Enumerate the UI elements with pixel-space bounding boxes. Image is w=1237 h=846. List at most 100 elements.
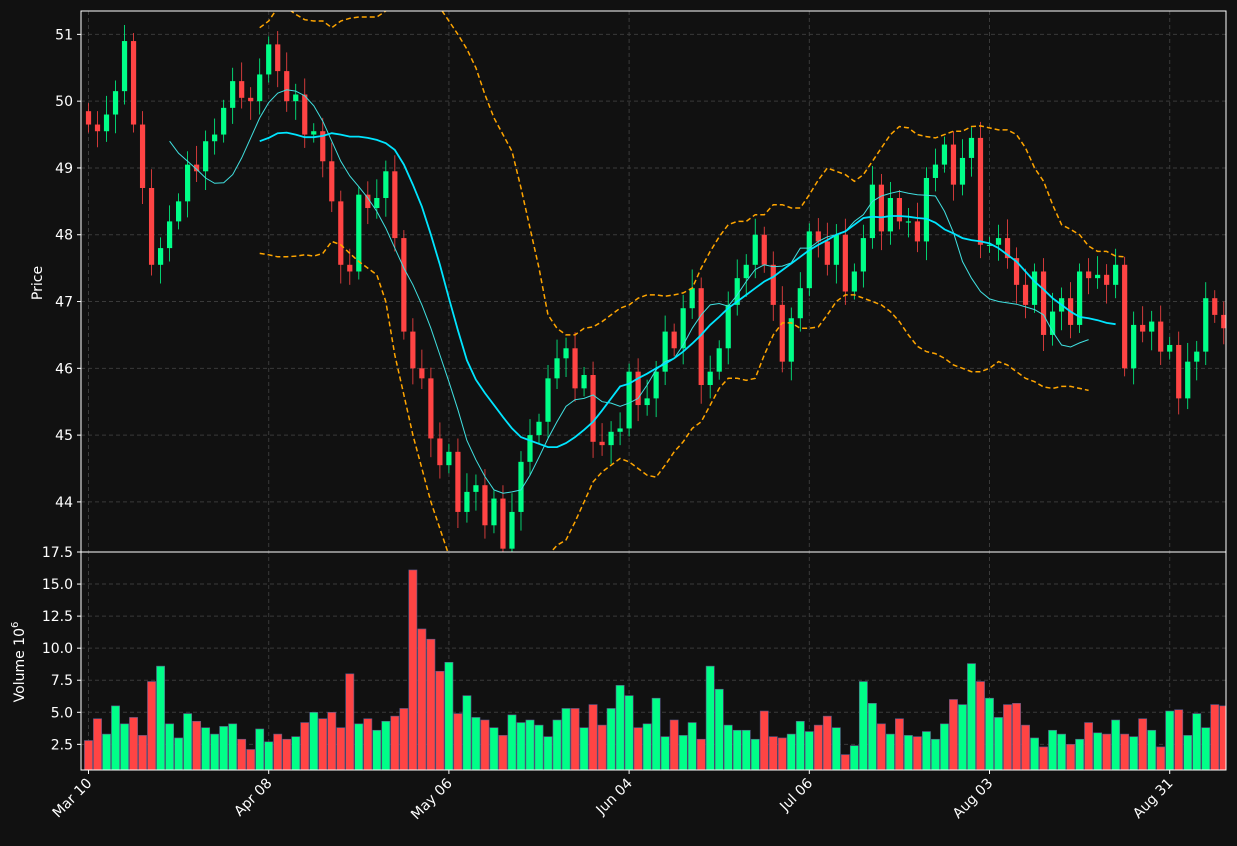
candle-down — [248, 97, 254, 102]
volume-bar — [561, 708, 571, 770]
volume-bar — [1057, 733, 1066, 770]
volume-bar — [498, 735, 508, 770]
price-tick-label: 49 — [55, 161, 73, 177]
volume-bar — [958, 704, 967, 770]
candle-up — [212, 134, 218, 142]
volume-bar — [606, 708, 616, 770]
candle-up — [941, 144, 948, 165]
volume-bar — [1075, 738, 1085, 770]
volume-tick-label: 15.0 — [42, 577, 73, 593]
candle-down — [1013, 258, 1020, 285]
candle-up — [932, 164, 939, 178]
candle-up — [293, 94, 299, 102]
volume-bar — [201, 727, 211, 770]
volume-bar — [768, 736, 778, 770]
candle-down — [94, 124, 101, 132]
candle-down — [572, 348, 578, 389]
candle-down — [1022, 284, 1029, 305]
candle-up — [608, 431, 614, 446]
volume-bar — [967, 663, 976, 770]
volume-bar — [994, 717, 1003, 770]
upper-band-line — [259, 11, 1125, 336]
volume-bar — [840, 754, 850, 770]
volume-bar — [894, 718, 904, 770]
candle-up — [563, 348, 569, 359]
volume-bar — [210, 733, 220, 770]
volume-bar — [426, 638, 436, 770]
candle-up — [905, 221, 912, 223]
lower-band-line — [259, 240, 1089, 552]
candle-up — [734, 278, 740, 305]
volume-bar — [1210, 704, 1220, 770]
volume-bar — [1021, 724, 1030, 770]
volume-bar — [1120, 733, 1130, 770]
volume-bar — [786, 733, 796, 770]
candle-down — [1122, 264, 1128, 369]
volume-bar — [597, 724, 607, 770]
volume-bar — [471, 717, 481, 770]
candle-up — [473, 485, 479, 492]
volume-bar — [408, 569, 418, 770]
volume-bar — [660, 736, 670, 770]
candle-down — [401, 238, 407, 332]
volume-bar — [1165, 710, 1175, 770]
volume-bar — [669, 719, 679, 770]
candle-up — [1203, 298, 1209, 352]
volume-bar — [273, 733, 283, 770]
volume-bar — [759, 710, 769, 770]
candle-up — [1185, 361, 1191, 399]
volume-bar — [723, 724, 733, 770]
x-tick-label: May 06 — [408, 775, 456, 823]
volume-bar — [1111, 719, 1121, 770]
price-tick-label: 50 — [55, 94, 73, 110]
volume-bar — [156, 665, 165, 770]
volume-bar — [552, 719, 562, 770]
volume-bar — [1048, 729, 1057, 770]
volume-bar — [949, 699, 958, 770]
candle-up — [221, 107, 227, 135]
candle-down — [977, 137, 984, 245]
candle-down — [392, 171, 398, 239]
volume-bar — [300, 722, 310, 770]
volume-bar — [885, 733, 895, 770]
candle-up — [311, 131, 317, 135]
volume-bar — [543, 736, 553, 770]
x-tick-label: Aug 31 — [1130, 776, 1176, 822]
candle-up — [689, 288, 695, 309]
volume-bar — [1138, 718, 1148, 770]
volume-bar — [1201, 727, 1211, 770]
candle-up — [806, 231, 812, 289]
volume-bar — [858, 681, 868, 770]
candle-down — [329, 161, 335, 202]
candle-up — [166, 221, 173, 249]
volume-bar — [381, 720, 391, 770]
candle-up — [1031, 271, 1038, 305]
candle-down — [347, 264, 353, 272]
volume-bar — [705, 665, 715, 770]
candle-down — [1104, 274, 1110, 285]
volume-bar — [678, 735, 688, 770]
price-tick-label: 47 — [55, 295, 73, 311]
volume-tick-label: 2.5 — [51, 737, 73, 753]
volume-panel-frame — [80, 551, 1227, 771]
candle-down — [635, 371, 641, 406]
volume-bar — [93, 718, 102, 770]
candle-up — [653, 371, 659, 399]
volume-bar — [976, 681, 985, 770]
volume-axis-label: Volume 106 — [10, 622, 28, 703]
volume-bar — [102, 733, 111, 770]
volume-bar — [354, 723, 364, 770]
volume-bar — [913, 736, 922, 770]
candle-up — [995, 238, 1002, 245]
candle-up — [923, 177, 930, 242]
volume-bar — [192, 720, 202, 770]
price-axis-label: Price — [30, 266, 46, 300]
volume-bar — [453, 713, 463, 770]
candle-down — [455, 451, 461, 512]
volume-bar — [624, 695, 634, 770]
candle-up — [1149, 321, 1155, 332]
candle-up — [959, 157, 966, 185]
volume-bar — [147, 681, 156, 770]
